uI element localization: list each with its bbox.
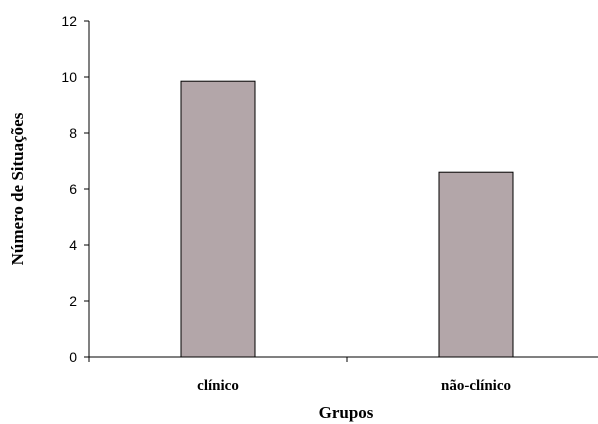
- y-tick-label: 10: [61, 69, 77, 85]
- x-axis-title: Grupos: [319, 403, 374, 422]
- x-axis-ticks: clínico não-clínico: [88, 357, 511, 394]
- y-tick-label: 2: [69, 293, 77, 309]
- y-tick-label: 4: [69, 237, 77, 253]
- y-axis-ticks: 0 2 4 6 8 10 12: [61, 13, 89, 365]
- x-tick-label: não-clínico: [441, 378, 511, 394]
- x-tick-label: clínico: [197, 378, 239, 394]
- y-axis-title: Número de Situações: [8, 112, 27, 265]
- bar: [438, 171, 514, 358]
- bars: [180, 80, 514, 358]
- y-tick-label: 0: [69, 349, 77, 365]
- y-tick-label: 12: [61, 13, 77, 29]
- bar: [180, 80, 256, 358]
- y-tick-label: 6: [69, 181, 77, 197]
- y-tick-label: 8: [69, 125, 77, 141]
